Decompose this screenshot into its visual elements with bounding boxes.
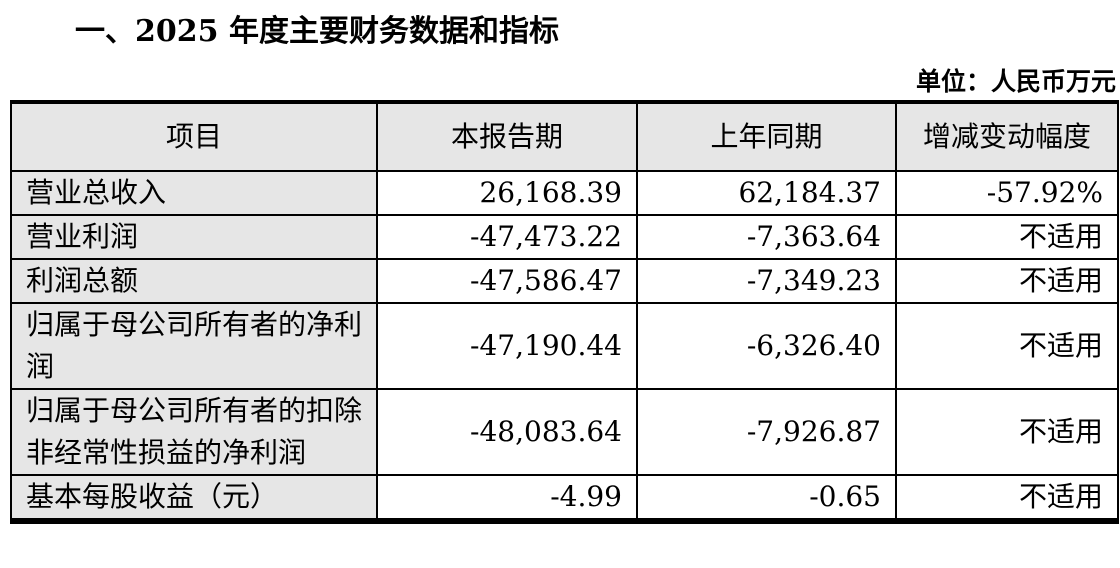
row-item: 营业利润 (10, 214, 378, 260)
row-change: 不适用 (895, 388, 1119, 476)
row-previous: -0.65 (636, 474, 897, 521)
section-title: 一、2025 年度主要财务数据和指标 (75, 14, 559, 49)
row-item: 利润总额 (10, 258, 378, 304)
row-current: 26,168.39 (376, 170, 638, 216)
table-row: 营业总收入 26,168.39 62,184.37 -57.92% (10, 170, 1119, 216)
table-row: 基本每股收益（元） -4.99 -0.65 不适用 (10, 474, 1119, 521)
row-current: -47,586.47 (376, 258, 638, 304)
table-row: 营业利润 -47,473.22 -7,363.64 不适用 (10, 214, 1119, 260)
row-current (376, 518, 638, 524)
row-current: -48,083.64 (376, 388, 638, 476)
row-change: 不适用 (895, 474, 1119, 521)
row-change: 不适用 (895, 214, 1119, 260)
row-item: 归属于母公司所有者的净利润 (10, 302, 378, 390)
row-current: -47,190.44 (376, 302, 638, 390)
header-change: 增减变动幅度 (895, 101, 1119, 172)
row-change: 不适用 (895, 258, 1119, 304)
row-previous: -6,326.40 (636, 302, 897, 390)
table-row-partial (10, 518, 1119, 524)
header-item: 项目 (10, 101, 378, 172)
row-previous: -7,926.87 (636, 388, 897, 476)
header-previous: 上年同期 (636, 101, 897, 172)
unit-label: 单位：人民币万元 (915, 67, 1116, 96)
row-current: -47,473.22 (376, 214, 638, 260)
row-previous: -7,349.23 (636, 258, 897, 304)
row-change (895, 518, 1119, 524)
row-previous (636, 518, 897, 524)
table-row: 利润总额 -47,586.47 -7,349.23 不适用 (10, 258, 1119, 304)
header-current: 本报告期 (376, 101, 638, 172)
financial-data-table: 项目 本报告期 上年同期 增减变动幅度 营业总收入 26,168.39 62,1… (10, 100, 1119, 524)
row-item: 基本每股收益（元） (10, 474, 378, 521)
row-item (10, 518, 378, 524)
table-row: 归属于母公司所有者的扣除非经常性损益的净利润 -48,083.64 -7,926… (10, 388, 1119, 476)
row-item: 营业总收入 (10, 170, 378, 216)
row-change: -57.92% (895, 170, 1119, 216)
row-item: 归属于母公司所有者的扣除非经常性损益的净利润 (10, 388, 378, 476)
row-change: 不适用 (895, 302, 1119, 390)
row-previous: -7,363.64 (636, 214, 897, 260)
row-current: -4.99 (376, 474, 638, 521)
row-previous: 62,184.37 (636, 170, 897, 216)
table-row: 归属于母公司所有者的净利润 -47,190.44 -6,326.40 不适用 (10, 302, 1119, 390)
table-header-row: 项目 本报告期 上年同期 增减变动幅度 (10, 101, 1119, 172)
